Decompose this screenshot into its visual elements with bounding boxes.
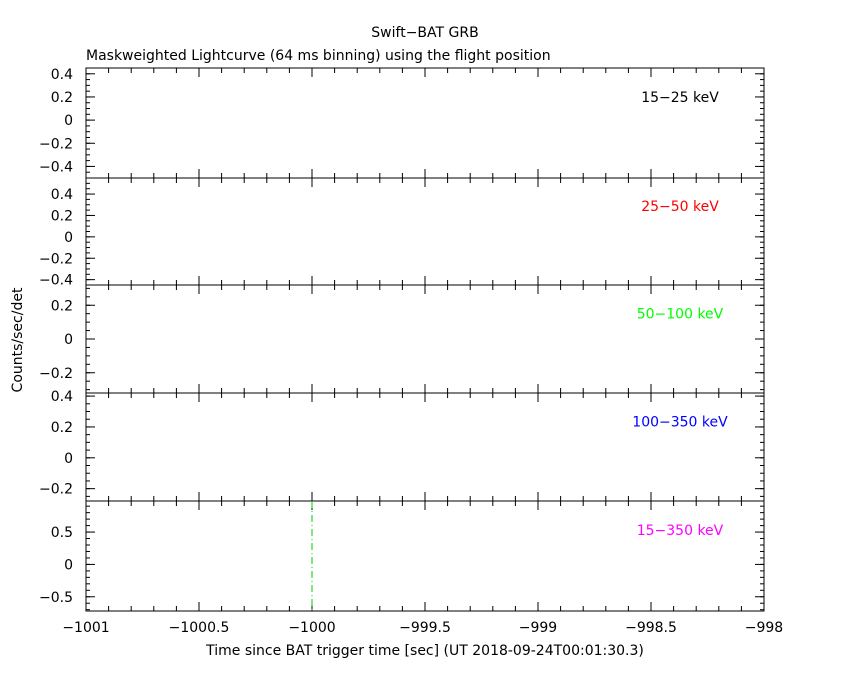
panels-group: −0.4 −0.2 0 0.2 0.4 15−25 keV −0.4 −0.2 0 0.2 0.4 2… — [39, 67, 765, 612]
band-label: 50−100 keV — [637, 306, 724, 322]
y-tick-label: −0.2 — [39, 366, 73, 382]
panel-1: −0.4 −0.2 0 0.2 0.4 15−25 keV — [39, 67, 765, 179]
panel-frame — [85, 500, 765, 612]
y-tick-label: −0.4 — [39, 159, 73, 175]
x-tick-label: −1000 — [288, 620, 335, 636]
y-tick-label: 0.4 — [51, 389, 73, 405]
y-tick-label: −0.4 — [39, 273, 73, 289]
x-tick-label: −1000.5 — [169, 620, 230, 636]
panel-frame — [85, 392, 765, 502]
y-tick-label: 0 — [64, 113, 73, 129]
y-tick-label: 0.4 — [51, 67, 73, 83]
panel-4: −0.2 0 0.2 0.4 100−350 keV — [39, 389, 765, 502]
x-tick-label: −998.5 — [625, 620, 677, 636]
panel-5: −0.5 0 0.5 15−350 keV — [39, 500, 765, 612]
y-tick-label: 0.5 — [51, 525, 73, 541]
y-tick-label: 0.4 — [51, 187, 73, 203]
panel-frame — [85, 284, 765, 394]
panel-3: −0.2 0 0.2 50−100 keV — [39, 284, 765, 394]
y-tick-label: −0.2 — [39, 482, 73, 498]
y-tick-label: 0 — [64, 230, 73, 246]
x-tick-label: −1001 — [62, 620, 109, 636]
x-tick-labels: −1001 −1000.5 −1000 −999.5 −999 −998.5 −998 — [62, 620, 783, 636]
panel-frame — [85, 67, 765, 179]
band-label: 100−350 keV — [632, 414, 728, 430]
y-tick-label: 0 — [64, 557, 73, 573]
y-tick-label: 0 — [64, 332, 73, 348]
y-tick-label: −0.2 — [39, 136, 73, 152]
x-axis-label: Time since BAT trigger time [sec] (UT 20… — [205, 643, 644, 659]
y-axis-label: Counts/sec/det — [10, 287, 26, 392]
panel-frame — [85, 177, 765, 286]
band-label: 15−350 keV — [637, 523, 724, 539]
y-tick-label: 0.2 — [51, 90, 73, 106]
panel-2: −0.4 −0.2 0 0.2 0.4 25−50 keV — [39, 177, 765, 289]
y-tick-label: 0.2 — [51, 420, 73, 436]
chart-title: Swift−BAT GRB — [371, 25, 478, 41]
x-tick-label: −999 — [519, 620, 557, 636]
y-tick-label: 0 — [64, 451, 73, 467]
y-tick-label: 0.2 — [51, 298, 73, 314]
band-label: 15−25 keV — [641, 90, 719, 106]
y-tick-label: 0.2 — [51, 208, 73, 224]
y-tick-label: −0.2 — [39, 251, 73, 267]
band-label: 25−50 keV — [641, 199, 719, 215]
x-tick-label: −999.5 — [399, 620, 451, 636]
chart-subtitle: Maskweighted Lightcurve (64 ms binning) … — [86, 48, 551, 64]
y-tick-label: −0.5 — [39, 590, 73, 606]
x-tick-label: −998 — [745, 620, 783, 636]
